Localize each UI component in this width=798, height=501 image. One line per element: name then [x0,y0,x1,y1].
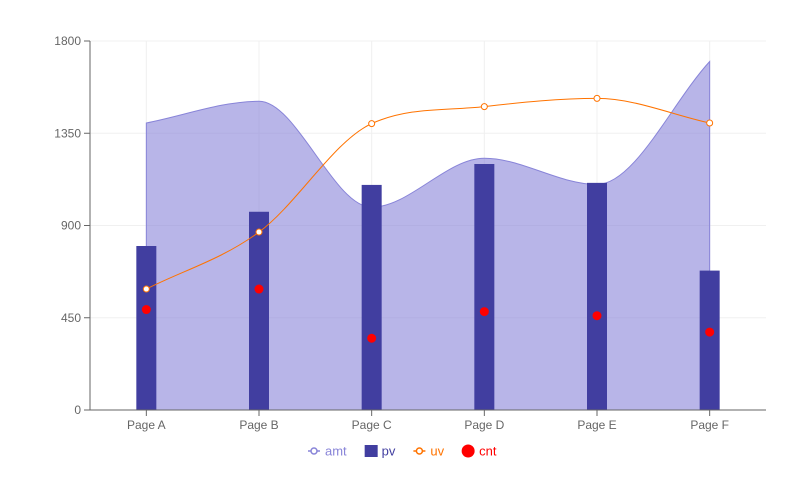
y-tick-label: 450 [61,311,81,325]
x-tick-label: Page C [352,418,392,432]
point-uv [480,103,488,111]
scatter-cnt [141,284,715,343]
x-tick-label: Page A [127,418,166,432]
x-tick-label: Page F [690,418,729,432]
bar-pv [136,246,157,410]
legend-item-amt: amt [308,444,347,459]
legend-item-pv: pv [364,444,396,459]
bar-pv [361,184,382,410]
y-tick-label: 0 [74,403,81,417]
bar-pv [587,182,607,410]
point-cnt [592,311,602,321]
x-tick-label: Page E [577,418,616,432]
point-uv [593,94,601,102]
legend-icon-cnt [461,444,475,458]
bar-pv [699,270,720,410]
x-tick-label: Page B [239,418,278,432]
legend-icon-amt-dot [310,447,318,455]
legend-label-uv: uv [430,444,444,459]
area-amt [145,60,711,411]
bar-pv [474,164,495,410]
point-uv [706,119,714,127]
y-tick-label: 1800 [54,34,81,48]
legend-icon-pv [364,445,378,457]
legend-label-pv: pv [382,444,396,459]
point-cnt [254,284,264,294]
legend: amt pv uv cnt [308,444,497,459]
point-uv [142,285,150,293]
legend-label-amt: amt [325,444,347,459]
point-cnt [705,327,715,337]
point-uv [255,228,263,236]
legend-item-cnt: cnt [461,444,497,459]
line-uv [146,97,710,290]
point-uv [368,120,376,128]
y-tick-label: 900 [61,219,81,233]
bars-pv [136,164,720,410]
point-cnt [141,305,151,315]
y-tick-label: 1350 [54,126,81,140]
x-tick-label: Page D [464,418,504,432]
legend-item-uv: uv [413,444,445,459]
point-cnt [367,333,377,343]
legend-icon-uv-dot [415,447,424,455]
bar-pv [249,211,269,410]
point-cnt [479,307,489,317]
axes: 0 450 900 1350 1800 Page A Page B Page C Page D P… [54,34,766,432]
legend-label-cnt: cnt [479,444,497,459]
dots-uv [142,94,714,293]
